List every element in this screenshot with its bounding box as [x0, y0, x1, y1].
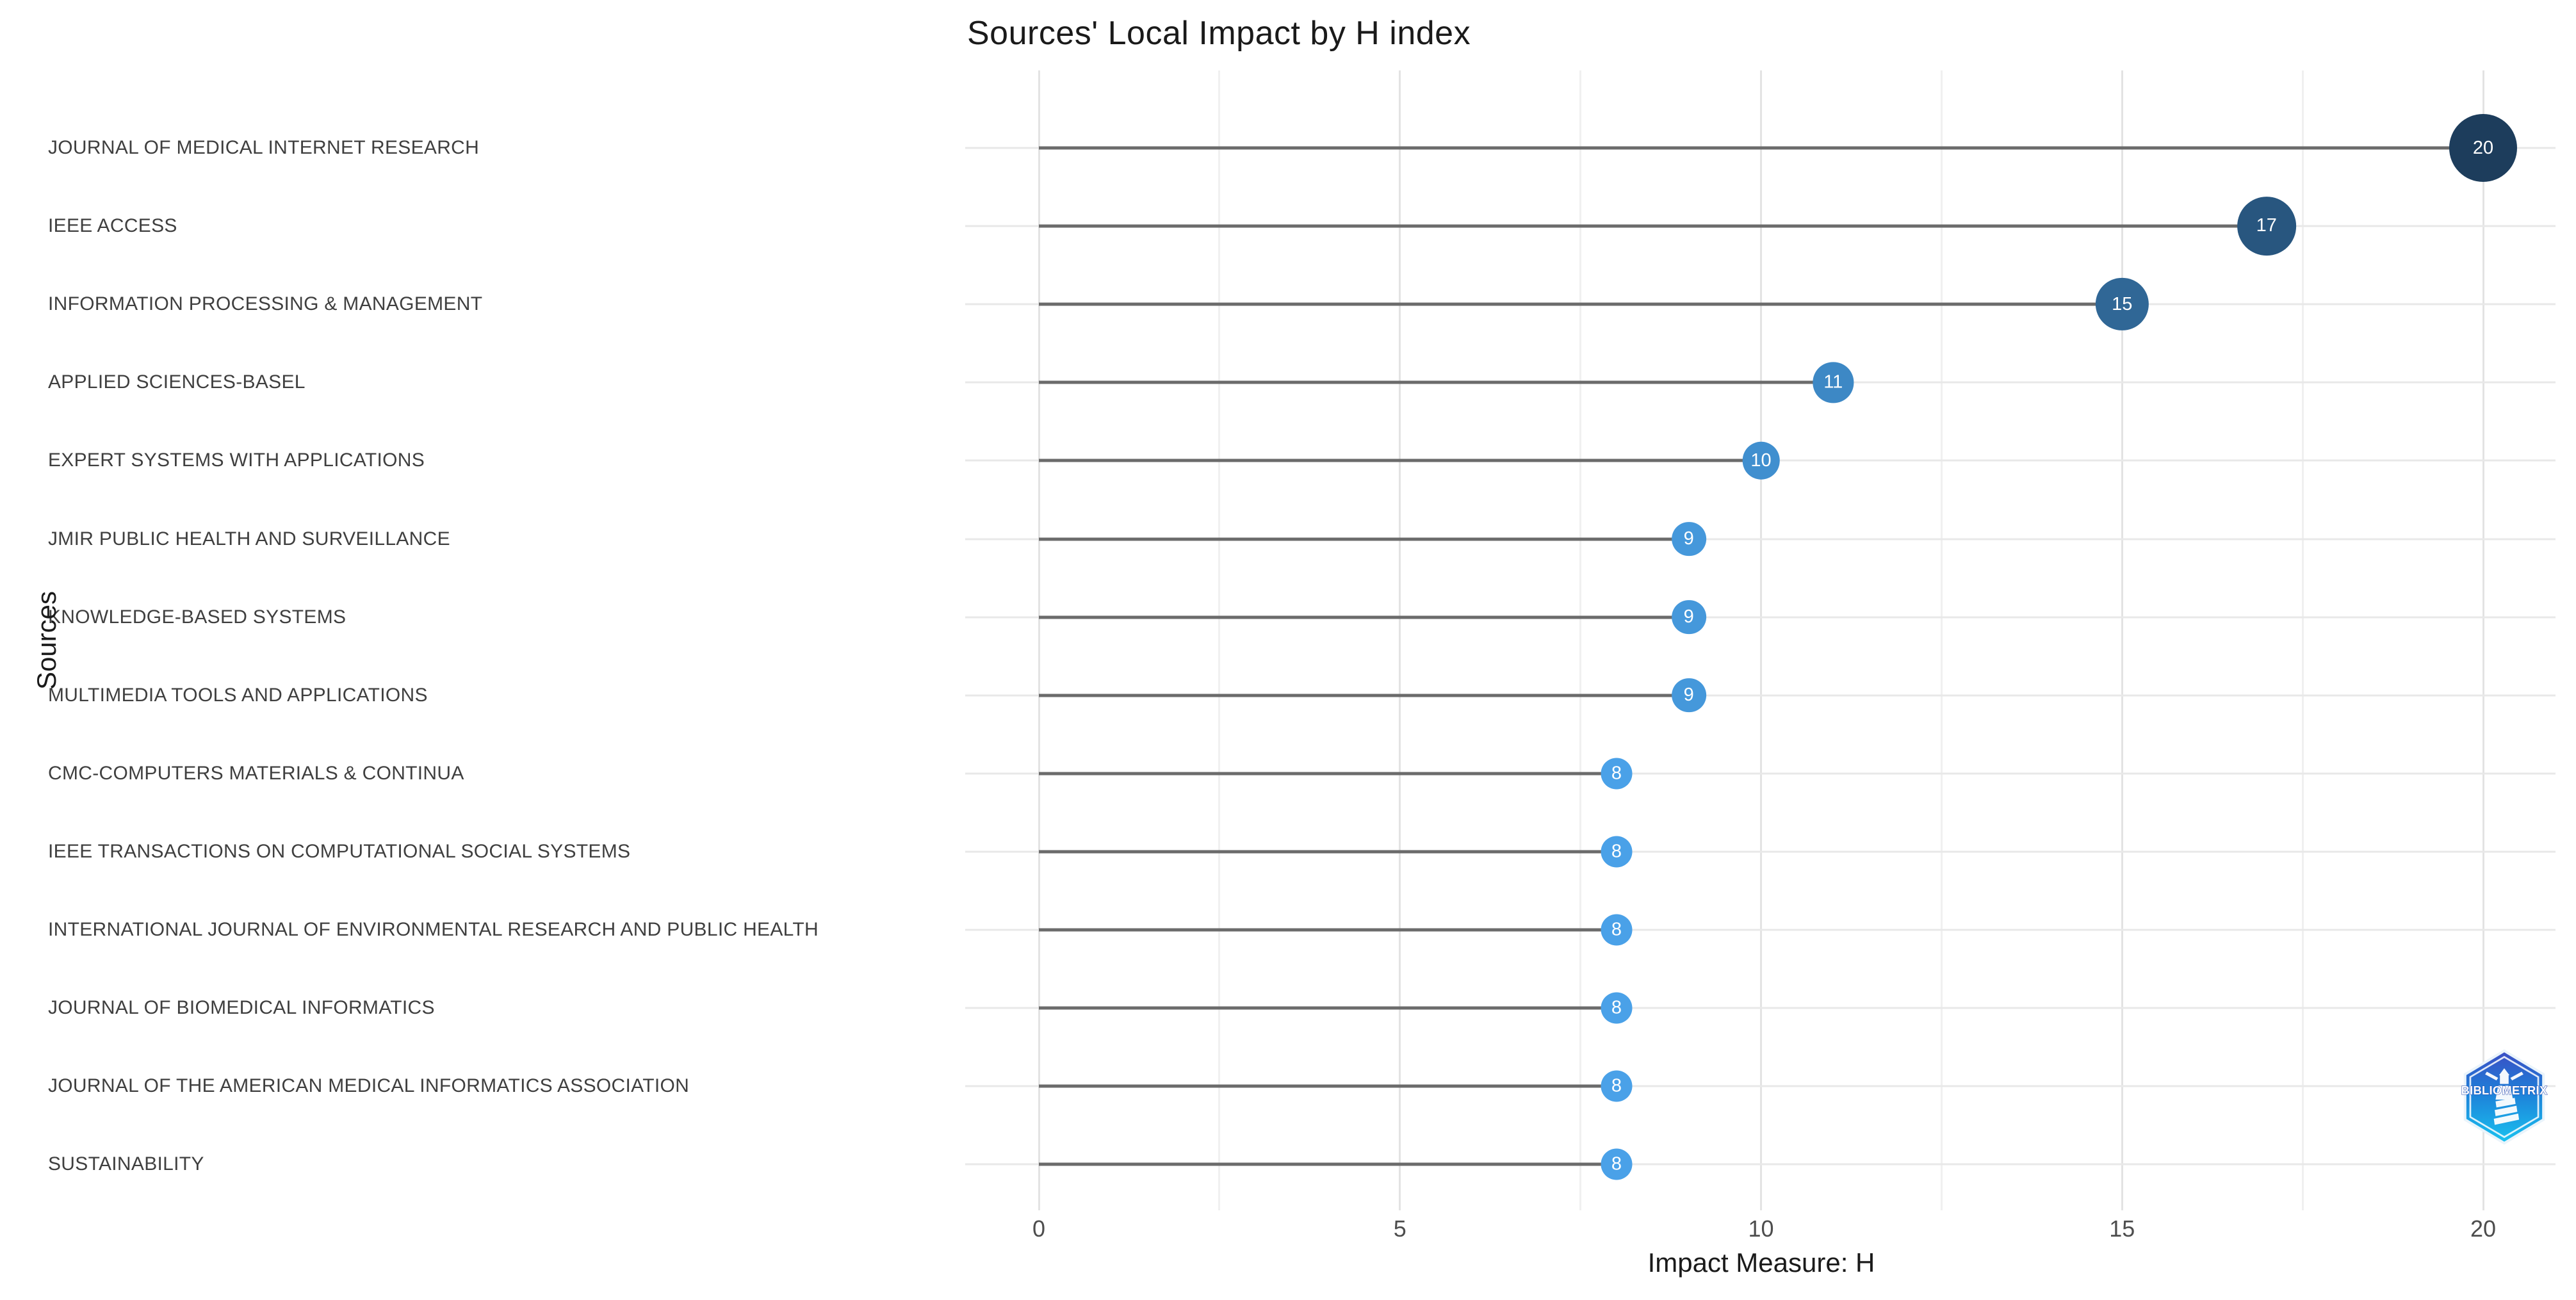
lollipop-stem	[1039, 224, 2267, 228]
logo-text: BIBLIOMETRIX	[2461, 1084, 2548, 1097]
lollipop-stem	[1039, 615, 1689, 619]
row-label: CMC-COMPUTERS MATERIALS & CONTINUA	[48, 762, 464, 784]
lighthouse-icon	[2485, 1068, 2523, 1125]
row-gridline	[965, 694, 2556, 697]
x-tick-label: 10	[1748, 1215, 1774, 1242]
x-tick-label: 20	[2470, 1215, 2497, 1242]
row-gridline	[965, 850, 2556, 853]
data-point: 9	[1671, 599, 1706, 635]
row-label: JMIR PUBLIC HEALTH AND SURVEILLANCE	[48, 528, 450, 549]
lollipop-stem	[1039, 1162, 1617, 1166]
x-tick-label: 0	[1032, 1215, 1046, 1242]
gridline-minor	[1218, 70, 1221, 1210]
row-label: INTERNATIONAL JOURNAL OF ENVIRONMENTAL R…	[48, 919, 819, 940]
x-tick-label: 5	[1393, 1215, 1406, 1242]
row-label: JOURNAL OF MEDICAL INTERNET RESEARCH	[48, 137, 480, 158]
gridline-major	[1399, 70, 1401, 1210]
lollipop-stem	[1039, 1006, 1617, 1010]
row-label: INFORMATION PROCESSING & MANAGEMENT	[48, 293, 483, 315]
y-axis-title: Sources	[31, 590, 62, 690]
data-point: 8	[1601, 1070, 1633, 1102]
row-gridline	[965, 616, 2556, 619]
row-label: KNOWLEDGE-BASED SYSTEMS	[48, 606, 346, 628]
row-gridline	[965, 1085, 2556, 1087]
data-point: 8	[1601, 836, 1633, 868]
data-point: 15	[2096, 278, 2149, 331]
lollipop-stem	[1039, 146, 2483, 150]
x-axis-title: Impact Measure: H	[1647, 1247, 1875, 1278]
gridline-major	[1038, 70, 1040, 1210]
gridline-minor	[2301, 70, 2304, 1210]
chart-title: Sources' Local Impact by H index	[967, 15, 1471, 52]
lollipop-stem	[1039, 302, 2123, 306]
gridline-minor	[1579, 70, 1582, 1210]
gridline-major	[2482, 70, 2484, 1210]
lollipop-stem	[1039, 537, 1689, 540]
data-point: 8	[1601, 1148, 1633, 1180]
row-gridline	[965, 1163, 2556, 1166]
row-label: IEEE TRANSACTIONS ON COMPUTATIONAL SOCIA…	[48, 840, 631, 862]
row-label: EXPERT SYSTEMS WITH APPLICATIONS	[48, 450, 425, 471]
lollipop-stem	[1039, 772, 1617, 776]
data-point: 8	[1601, 914, 1633, 946]
row-label: JOURNAL OF THE AMERICAN MEDICAL INFORMAT…	[48, 1075, 690, 1097]
lollipop-stem	[1039, 850, 1617, 854]
x-tick-label: 15	[2109, 1215, 2135, 1242]
lollipop-stem	[1039, 694, 1689, 697]
data-point: 10	[1742, 442, 1780, 480]
data-point: 11	[1813, 362, 1854, 403]
row-label: JOURNAL OF BIOMEDICAL INFORMATICS	[48, 997, 435, 1019]
row-label: MULTIMEDIA TOOLS AND APPLICATIONS	[48, 684, 428, 706]
data-point: 8	[1601, 992, 1633, 1024]
row-gridline	[965, 538, 2556, 540]
bibliometrix-logo: BIBLIOMETRIX	[2461, 1049, 2548, 1145]
data-point: 9	[1671, 678, 1706, 713]
gridline-major	[2121, 70, 2123, 1210]
row-label: IEEE ACCESS	[48, 215, 177, 237]
data-point: 20	[2449, 114, 2517, 182]
gridline-minor	[1940, 70, 1943, 1210]
row-gridline	[965, 929, 2556, 931]
row-label: SUSTAINABILITY	[48, 1153, 204, 1175]
row-gridline	[965, 772, 2556, 775]
data-point: 8	[1601, 758, 1633, 790]
lollipop-stem	[1039, 1084, 1617, 1088]
lollipop-stem	[1039, 459, 1761, 462]
lollipop-stem	[1039, 380, 1834, 384]
row-gridline	[965, 1007, 2556, 1009]
gridline-major	[1760, 70, 1762, 1210]
data-point: 9	[1671, 521, 1706, 557]
lollipop-stem	[1039, 928, 1617, 932]
data-point: 17	[2237, 197, 2296, 256]
row-label: APPLIED SCIENCES-BASEL	[48, 371, 306, 393]
